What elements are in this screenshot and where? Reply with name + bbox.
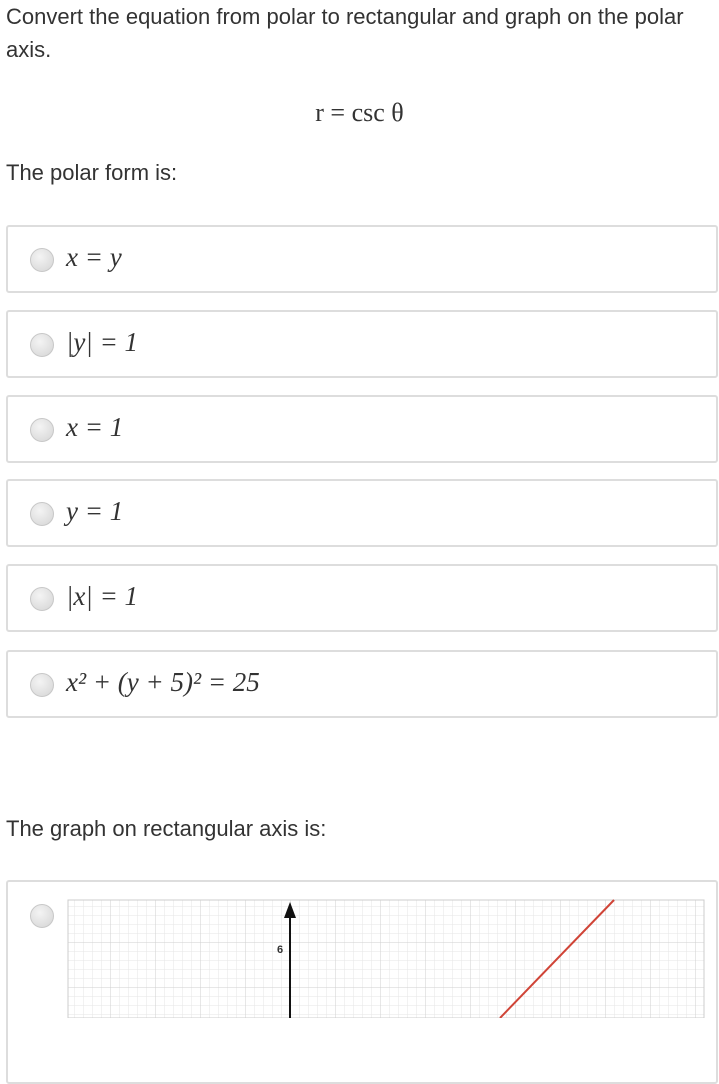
radio[interactable] <box>30 333 54 357</box>
option[interactable]: |x| = 1 <box>6 564 718 632</box>
option[interactable]: x = y <box>6 225 718 293</box>
question: Convert the equation from polar to recta… <box>6 4 684 62</box>
tick-label: 6 <box>277 944 283 956</box>
radio[interactable] <box>30 904 54 928</box>
radio[interactable] <box>30 673 54 697</box>
prompt: The graph on rectangular axis is: <box>6 816 327 841</box>
option[interactable]: y = 1 <box>6 479 718 547</box>
option-label: x = 1 <box>66 412 124 442</box>
graph: 6 <box>67 899 705 1018</box>
radio[interactable] <box>30 248 54 272</box>
axis-arrow <box>284 902 296 918</box>
radio[interactable] <box>30 502 54 526</box>
graph-option[interactable]: 6 <box>6 880 718 1084</box>
option-label: |x| = 1 <box>66 581 139 611</box>
option-label: x² + (y + 5)² = 25 <box>66 667 260 697</box>
option-label: |y| = 1 <box>66 327 139 357</box>
option[interactable]: x² + (y + 5)² = 25 <box>6 650 718 718</box>
option-label: y = 1 <box>66 496 124 526</box>
option-label: x = y <box>66 242 122 272</box>
radio[interactable] <box>30 418 54 442</box>
equation: r = csc θ <box>315 98 404 127</box>
grid <box>67 899 705 1018</box>
page: Convert the equation from polar to recta… <box>6 4 718 1084</box>
radio[interactable] <box>30 587 54 611</box>
option[interactable]: x = 1 <box>6 395 718 463</box>
prompt: The polar form is: <box>6 160 178 185</box>
graph-curve <box>499 899 615 1018</box>
option[interactable]: |y| = 1 <box>6 310 718 378</box>
